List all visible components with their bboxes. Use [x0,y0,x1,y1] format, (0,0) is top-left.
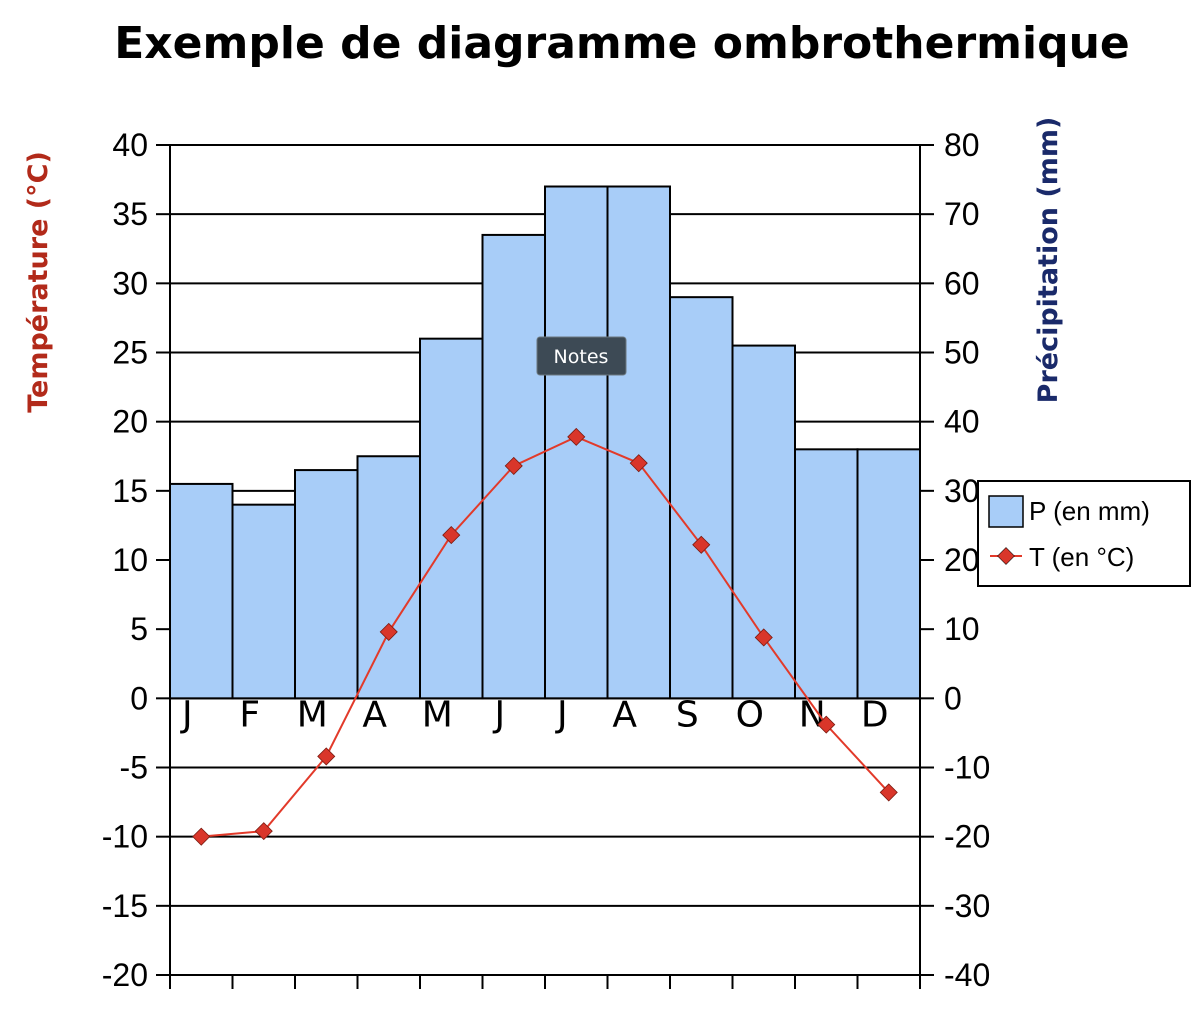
right-tick-label: -40 [944,957,990,993]
precipitation-bar [419,337,484,700]
month-label: J [180,694,193,735]
temperature-marker [754,628,773,647]
notes-tooltip-label: Notes [554,346,609,368]
month-label: A [612,694,637,735]
month-label: A [362,694,387,735]
right-tick-label: 50 [944,335,980,371]
legend-label-temperature: T (en °C) [1029,542,1134,572]
temperature-marker [817,715,836,734]
month-label: M [422,694,453,735]
precipitation-bars [169,185,921,700]
right-tick-label: 40 [944,404,980,440]
left-tick-label: 5 [130,611,148,647]
left-tick-label: 35 [112,196,148,232]
temperature-marker [567,427,586,446]
legend-bar-swatch [988,495,1024,528]
notes-tooltip-bg [536,336,627,376]
temperature-marker [692,535,711,554]
temperature-marker [254,822,273,841]
month-label: J [492,694,505,735]
right-tick-label: -10 [944,750,990,786]
right-tick-label: 20 [944,542,980,578]
right-tick-label: -20 [944,819,990,855]
temperature-marker [629,454,648,473]
temperature-marker [379,622,398,641]
right-tick-label: -30 [944,888,990,924]
precipitation-bar [794,448,859,700]
legend: P (en mm) T (en °C) [977,480,1191,587]
month-label: F [239,694,260,735]
temperature-marker [442,526,461,545]
notes-tooltip[interactable]: Notes [536,336,627,376]
left-tick-label: 40 [112,127,148,163]
right-axis-title: Précipitation (mm) [1033,117,1064,404]
month-label: J [555,694,568,735]
temperature-line [192,427,898,846]
left-tick-label: -5 [120,750,148,786]
right-tick-label: 30 [944,473,980,509]
left-tick-label: 0 [130,680,148,716]
month-label: O [736,694,764,735]
precipitation-bar [356,455,421,700]
right-tick-label: 70 [944,196,980,232]
precipitation-bar [294,469,359,700]
left-tick-label: 15 [112,473,148,509]
legend-marker-swatch [997,547,1015,565]
month-label: N [799,694,826,735]
left-tick-label: -20 [102,957,148,993]
precipitation-bar [606,185,671,700]
temperature-marker [879,783,898,802]
left-axis-ticks: 40 35 30 25 20 15 10 5 0 -5 -10 -15 -20 [102,127,170,993]
left-tick-label: 10 [112,542,148,578]
left-tick-label: 30 [112,265,148,301]
left-tick-label: 25 [112,335,148,371]
left-tick-label: -15 [102,888,148,924]
right-tick-label: 0 [944,680,962,716]
temperature-marker [192,827,211,846]
precipitation-bar [856,448,921,700]
left-tick-label: 20 [112,404,148,440]
precipitation-bar [669,296,734,700]
right-tick-label: 60 [944,265,980,301]
temperature-polyline [201,435,890,838]
right-tick-label: 10 [944,611,980,647]
chart-title: Exemple de diagramme ombrothermique [114,18,1130,69]
left-tick-label: -10 [102,819,148,855]
temperature-marker [504,456,523,475]
month-label: S [676,694,699,735]
left-axis-title: Température (°C) [23,151,54,413]
precipitation-bar [231,503,296,700]
month-label: D [861,694,889,735]
right-tick-label: 80 [944,127,980,163]
precipitation-bar [169,482,234,700]
month-label: M [297,694,328,735]
legend-label-precipitation: P (en mm) [1029,496,1150,526]
temperature-marker [317,747,336,766]
right-axis-ticks: 80 70 60 50 40 30 20 10 0 -10 -20 -30 -40 [920,127,990,993]
